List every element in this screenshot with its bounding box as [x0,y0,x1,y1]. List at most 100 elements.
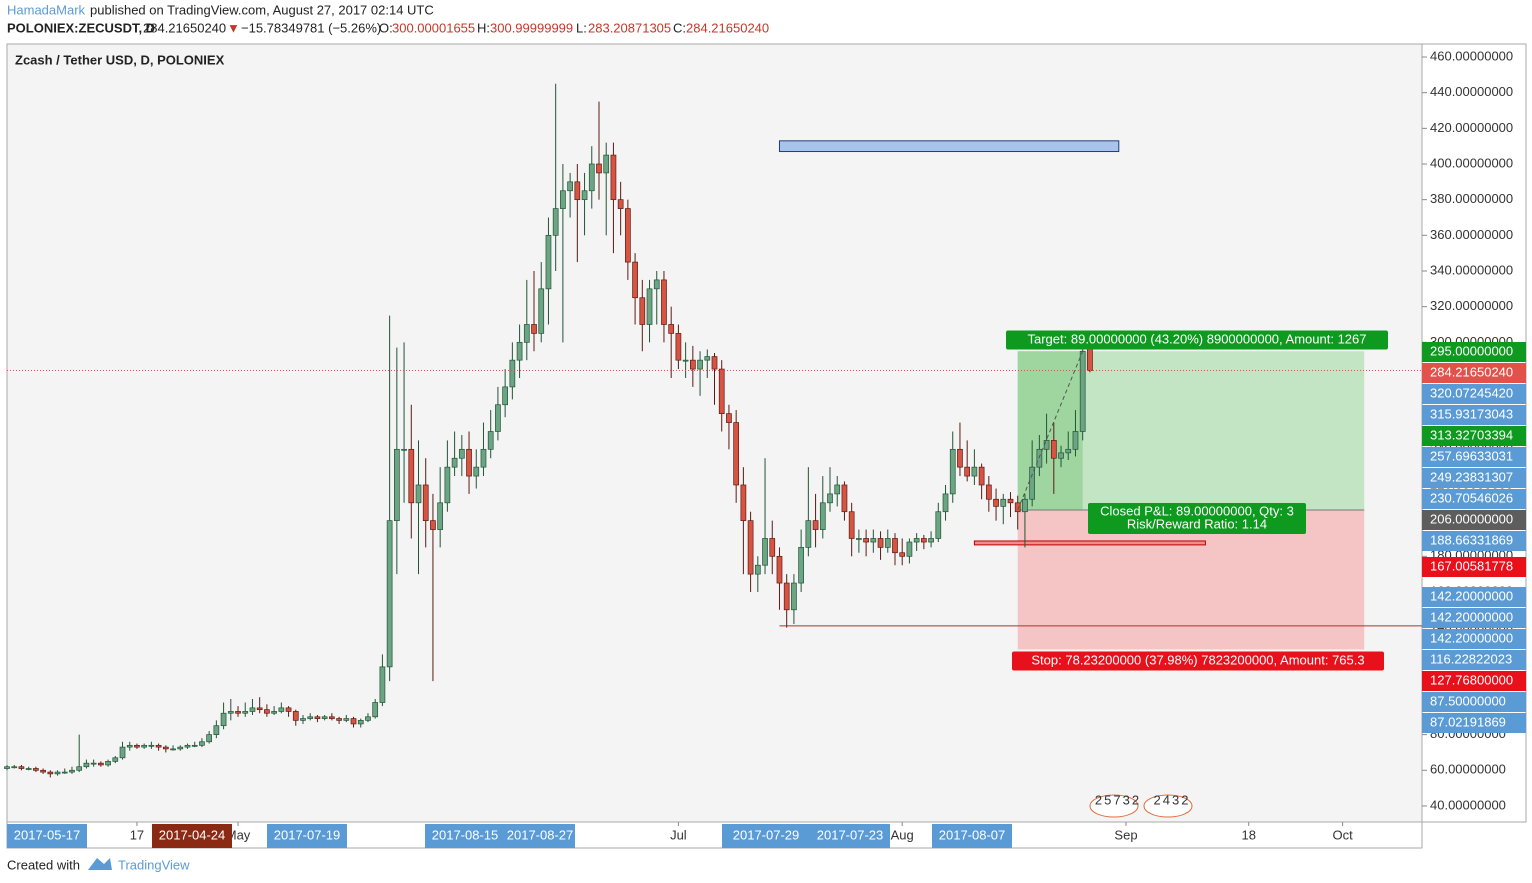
candle-body [1050,440,1057,459]
candle-body [54,771,61,775]
candle-body [220,712,227,727]
x-tick-label: 17 [130,827,144,842]
candle-body [567,181,573,192]
candle-body [473,466,480,477]
red-box [973,540,1206,546]
candle-body [184,744,191,748]
pnl-box [1088,503,1306,534]
date-badge [810,824,890,848]
candle-body [1065,448,1072,454]
candle-body [199,741,205,746]
price-badge-label: 257.69633031 [1430,448,1513,463]
l-value: 283.20871305 [588,20,671,35]
candle-body [430,520,436,530]
price-badge-label: 87.02191869 [1430,714,1506,729]
candle-body [993,498,999,507]
candle-body [610,154,617,201]
price-badge-label: 142.20000000 [1430,630,1513,645]
y-tick-label: 440.00000000 [1430,84,1513,99]
candle-body [697,359,703,370]
price-badge-label: 206.00000000 [1430,511,1513,526]
price-badge-label: 87.50000000 [1430,693,1506,708]
footer-created: Created with [7,857,80,872]
candle-body [661,279,667,325]
price-badge-label: 315.93173043 [1430,406,1513,421]
candle-body [451,457,458,468]
candle-body [105,761,111,766]
price-badge [1422,629,1526,649]
candle-body [892,538,898,554]
candle-body [401,448,407,451]
candle-body [458,448,465,459]
pnl-label: Closed P&L: 89.00000000, Qty: 3 [1100,503,1294,518]
time-axis [6,821,1423,849]
x-tick-label: Jul [670,827,687,842]
candle-body [863,538,869,543]
l-label: L: [576,20,587,35]
candle-body [487,431,494,450]
candle-body [523,324,530,343]
candle-body [235,711,241,714]
candle-body [393,448,400,521]
candle-body [646,288,653,325]
candle-body [177,746,184,750]
candle-body [545,234,552,290]
trade-path [1017,351,1084,511]
candle-body [480,448,487,468]
candle-body [1022,498,1028,513]
date-badge-label: 2017-07-23 [817,827,884,842]
candle-body [964,466,971,477]
o-label: O: [379,20,393,35]
candle-body [581,190,588,201]
candle-body [783,582,790,611]
candle-body [408,448,415,504]
candle-body [769,538,776,557]
candle-body [906,541,913,557]
candle-body [170,748,176,751]
target-label-box [1006,330,1388,350]
candle-body [422,484,429,521]
candle-body [278,707,285,712]
candle-body [747,520,754,575]
candle-body [538,288,545,334]
candle-body [264,709,270,714]
candle-body [126,744,133,748]
date-badge-label: 2017-07-29 [733,827,800,842]
candle-body [33,768,39,771]
candle-body [1007,498,1014,504]
date-badge-label: 2017-08-27 [507,827,574,842]
candle-body [242,711,249,714]
candle-body [83,762,90,768]
candle-body [985,484,992,500]
candle-body [632,261,638,299]
price-badge [1422,557,1526,577]
candle-body [386,520,393,668]
candle-body [870,538,877,543]
candle-body [574,181,581,201]
candle-body [141,744,148,748]
price-badge [1422,405,1526,425]
price-badge [1422,363,1526,383]
candle-body [90,762,97,765]
candle-body [437,502,444,530]
price-badge-label: 116.22822023 [1430,651,1512,666]
candle-body [307,716,314,719]
candle-body [877,538,884,548]
x-tick-label: Oct [1332,827,1353,842]
logo [88,858,112,870]
candle-body [379,666,386,703]
candle-body [509,359,516,388]
c-value: 284.21650240 [686,20,769,35]
candle-body [4,766,10,769]
candle-body [119,746,126,759]
price-badge [1422,489,1526,509]
candle-body [560,190,566,209]
candle-body [754,564,761,575]
candle-body [1072,431,1079,450]
price-badge-label: 142.20000000 [1430,609,1513,624]
candle-body [256,707,263,711]
y-tick-label: 380.00000000 [1430,191,1513,206]
date-badge [932,824,1012,848]
candle-body [978,466,985,486]
candle-body [928,538,934,543]
